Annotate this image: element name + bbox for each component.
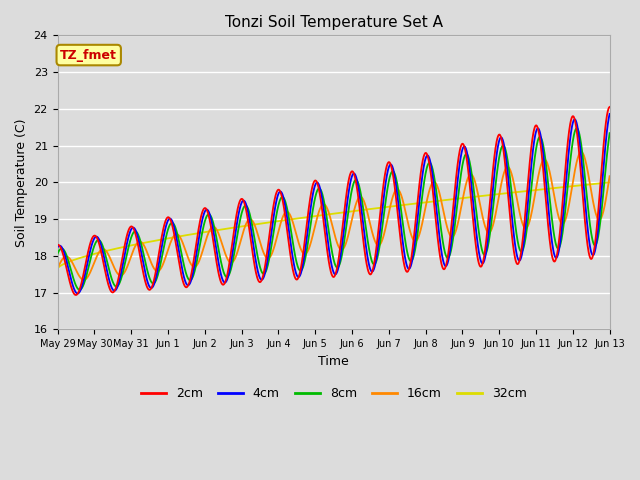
Title: Tonzi Soil Temperature Set A: Tonzi Soil Temperature Set A — [225, 15, 443, 30]
Y-axis label: Soil Temperature (C): Soil Temperature (C) — [15, 118, 28, 247]
X-axis label: Time: Time — [318, 355, 349, 368]
Legend: 2cm, 4cm, 8cm, 16cm, 32cm: 2cm, 4cm, 8cm, 16cm, 32cm — [136, 383, 531, 406]
Text: TZ_fmet: TZ_fmet — [60, 48, 117, 61]
